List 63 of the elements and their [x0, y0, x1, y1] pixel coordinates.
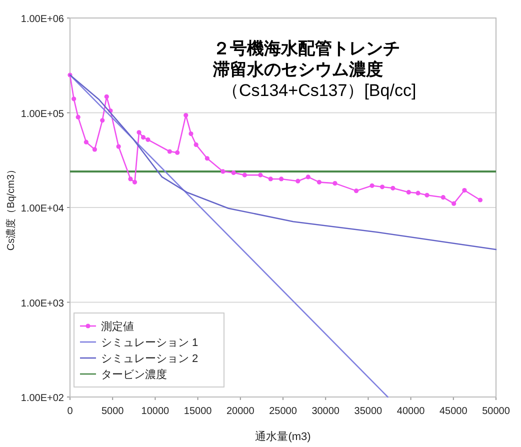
point: [136, 130, 142, 135]
point: [184, 112, 188, 118]
point: [100, 118, 105, 123]
text: ２号機海水配管トレンチ滞留水のセシウム濃度: [212, 39, 400, 79]
point: [140, 135, 146, 140]
legend-label: タービン濃度: [101, 368, 167, 381]
point: [406, 190, 411, 195]
y-tick-label: 1.00E+05: [20, 108, 64, 120]
point: [380, 184, 385, 190]
point: [220, 169, 226, 174]
x-axis-title: 通水量(m3): [255, 430, 311, 443]
point: [128, 176, 133, 182]
point: [278, 176, 284, 182]
point: [478, 198, 483, 202]
x-tick-label: 5000: [101, 406, 124, 417]
point: [462, 188, 467, 193]
x-tick-label: 15000: [184, 406, 212, 417]
text: （Cs134+Cs137）[Bq/cc]: [222, 81, 416, 100]
point: [258, 172, 263, 178]
point: [424, 192, 430, 198]
point: [452, 201, 456, 206]
point: [332, 181, 338, 186]
point: [370, 183, 374, 188]
x-tick-label: 50000: [482, 406, 510, 417]
legend-label: シミュレーション 1: [101, 337, 198, 349]
point: [188, 131, 194, 136]
legend-label: 測定値: [101, 320, 134, 333]
point: [76, 114, 80, 120]
x-tick-label: 25000: [269, 406, 298, 417]
y-tick-label: 1.00E+04: [20, 204, 64, 214]
point: [306, 174, 310, 180]
point: [84, 140, 88, 144]
y-tick-label: 1.00E+02: [20, 393, 64, 404]
point: [132, 180, 138, 184]
x-tick-label: 40000: [396, 406, 426, 417]
y-tick-label: 1.00E+06: [20, 14, 64, 25]
point: [268, 176, 273, 182]
point: [146, 137, 150, 142]
x-tick-label: 20000: [226, 406, 255, 417]
point: [167, 149, 172, 154]
x-tick-label: 30000: [312, 406, 340, 417]
x-tick-label: 10000: [141, 406, 170, 417]
point: [194, 142, 198, 148]
x-tick-label: 0: [67, 406, 74, 417]
y-axis-title: Cs濃度（Bq/cm3）: [5, 164, 17, 251]
point: [231, 170, 236, 175]
point: [390, 186, 396, 190]
point: [296, 178, 300, 184]
point: [116, 144, 121, 149]
point: [354, 188, 359, 194]
point: [440, 195, 446, 200]
point: [316, 180, 322, 184]
legend-label: シミュレーション 2: [101, 353, 198, 365]
point: [416, 190, 420, 196]
point: [104, 94, 109, 99]
point: [175, 150, 180, 155]
point: [92, 147, 98, 152]
y-tick-label: 1.00E+03: [20, 298, 64, 310]
x-tick-label: 35000: [354, 406, 383, 417]
point: [204, 156, 210, 161]
x-tick-label: 45000: [439, 406, 468, 417]
point: [242, 172, 247, 178]
point: [72, 96, 76, 102]
